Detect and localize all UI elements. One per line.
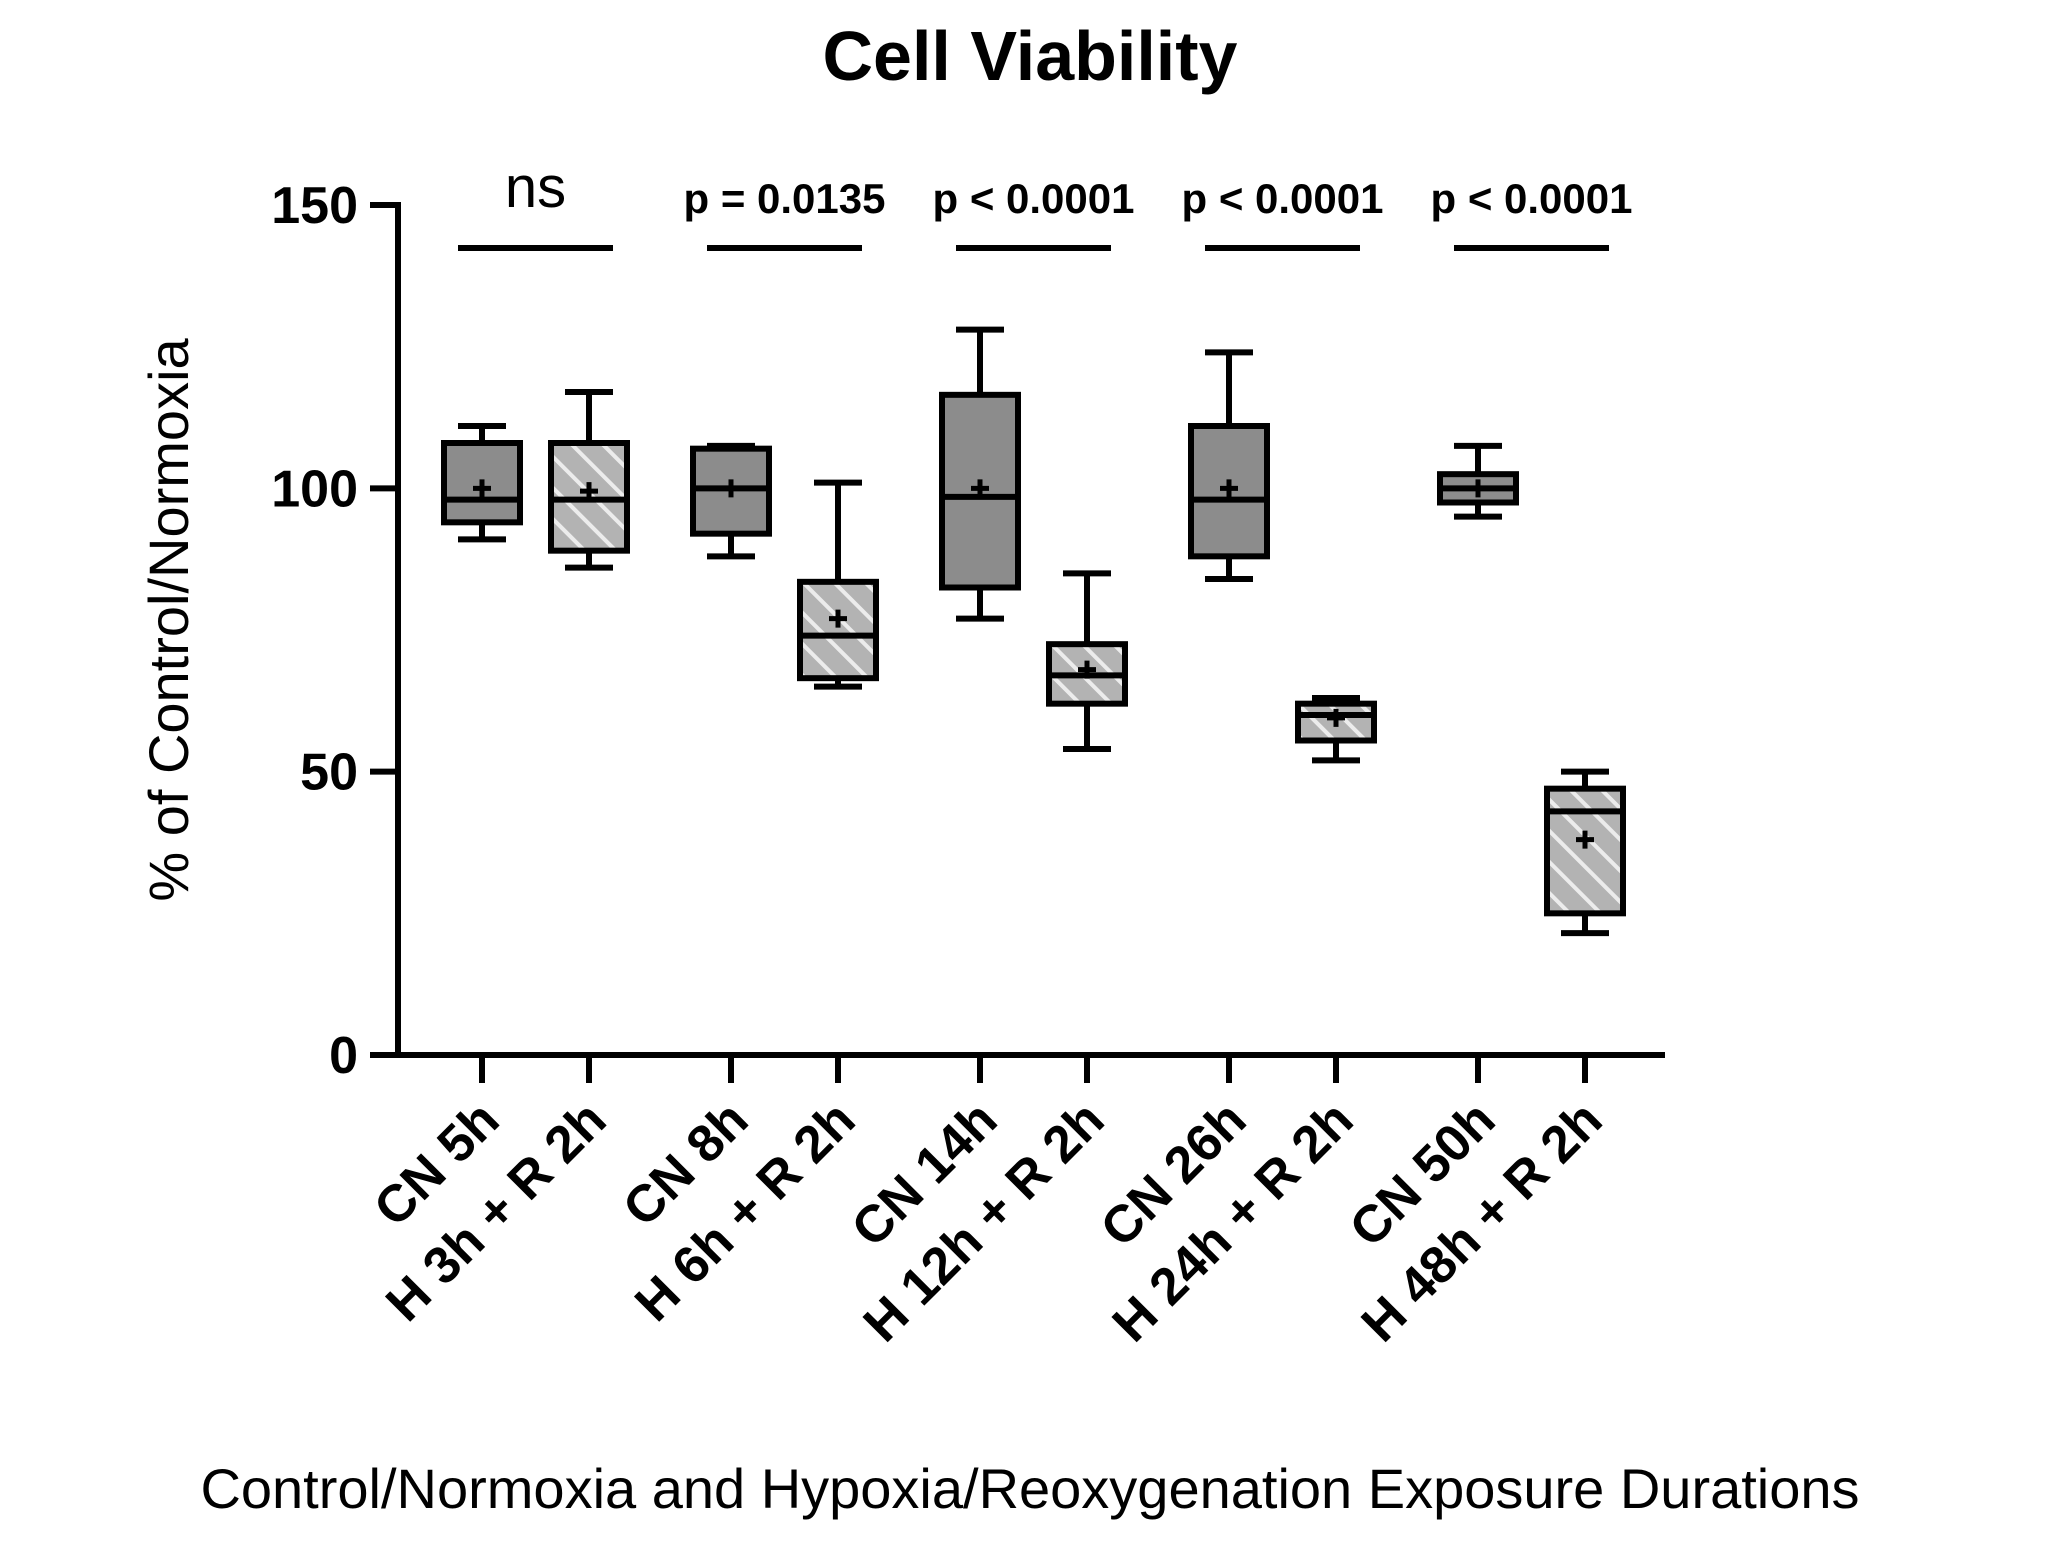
significance-label: ns	[505, 155, 566, 220]
y-tick-label: 100	[271, 460, 358, 518]
mean-marker	[473, 479, 491, 498]
y-tick-label: 0	[329, 1027, 358, 1085]
mean-marker	[1078, 660, 1096, 679]
y-tick-label: 50	[300, 744, 358, 802]
mean-marker	[1327, 708, 1345, 727]
mean-marker	[1576, 830, 1594, 849]
y-tick-label: 150	[271, 177, 358, 235]
y-axis-label: % of Control/Normoxia	[137, 337, 200, 901]
mean-marker	[722, 479, 740, 498]
mean-marker	[1469, 479, 1487, 498]
x-axis-label: Control/Normoxia and Hypoxia/Reoxygenati…	[200, 1457, 1859, 1520]
mean-marker	[971, 479, 989, 498]
box-hatched	[1544, 785, 1626, 917]
mean-marker	[1220, 479, 1238, 498]
significance-label: p < 0.0001	[1182, 175, 1384, 222]
significance-label: p < 0.0001	[1431, 175, 1633, 222]
box-hatched	[797, 578, 879, 682]
significance-label: p < 0.0001	[933, 175, 1135, 222]
significance-label: p = 0.0135	[684, 175, 886, 222]
mean-marker	[580, 482, 598, 501]
chart-title: Cell Viability	[823, 17, 1238, 95]
mean-marker	[829, 609, 847, 628]
